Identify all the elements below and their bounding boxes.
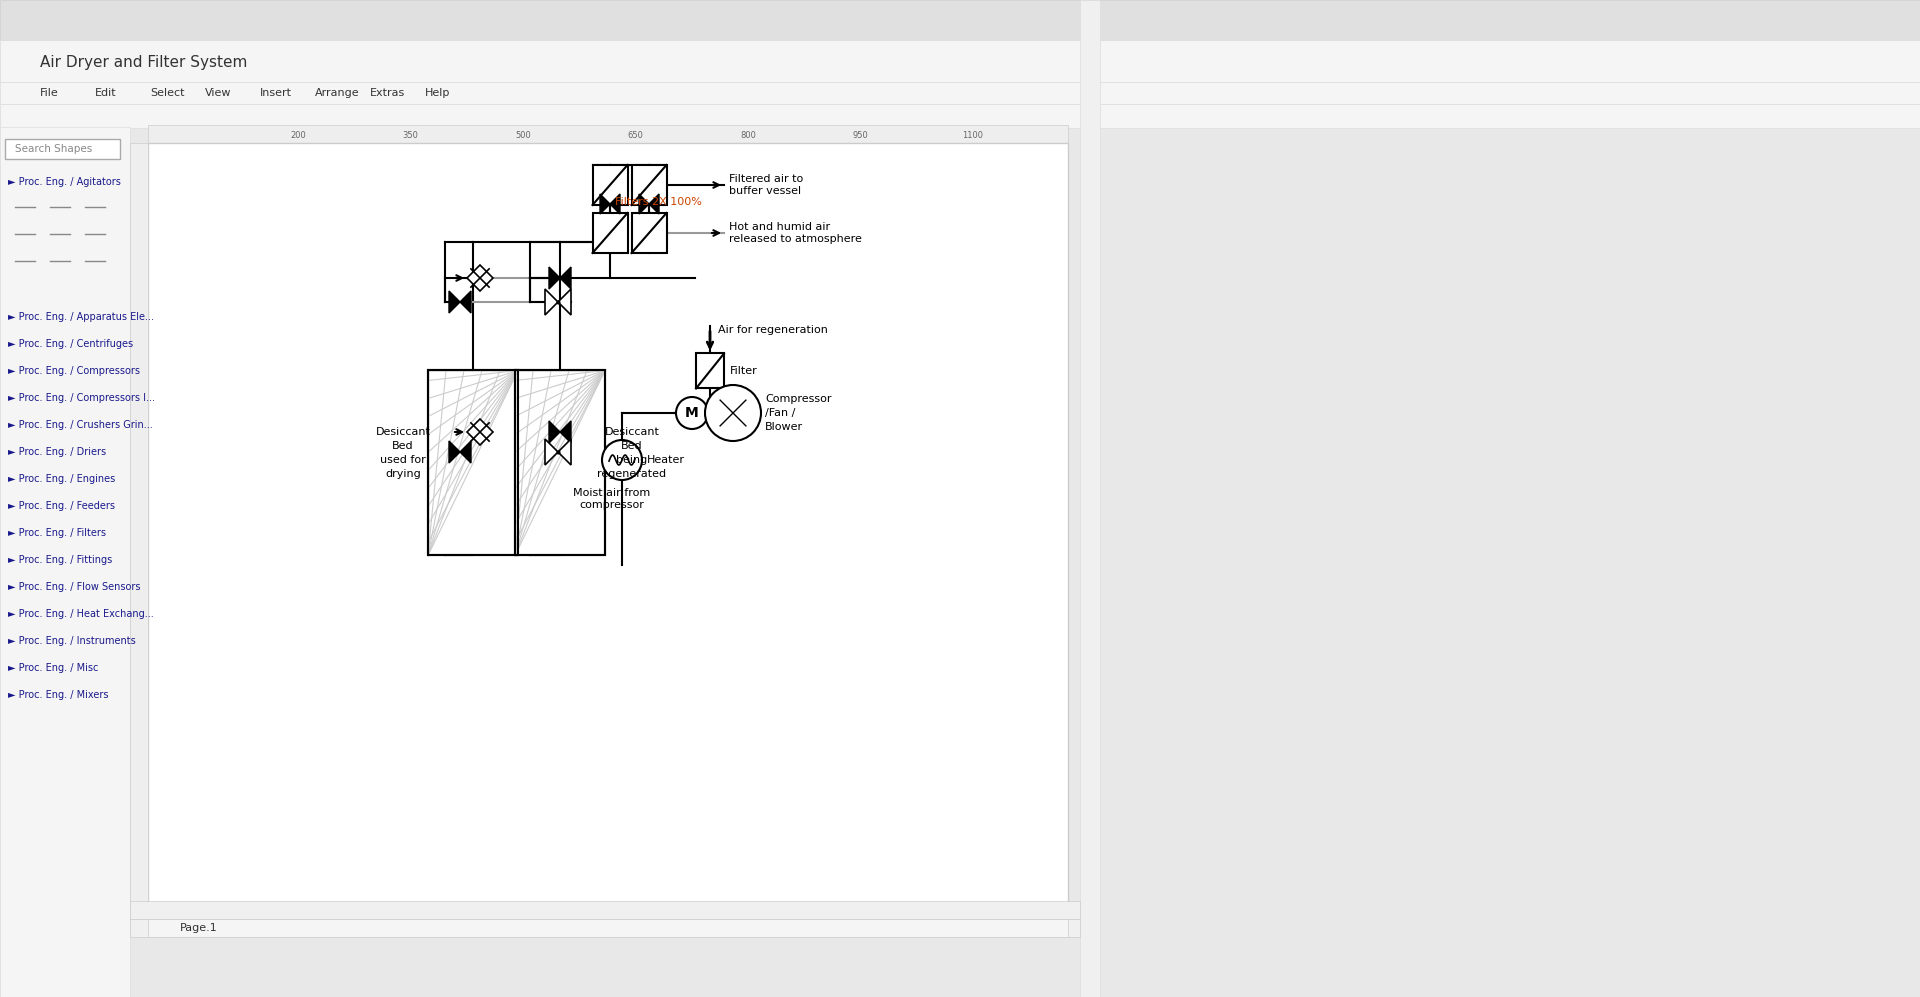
Text: Hot and humid air
released to atmosphere: Hot and humid air released to atmosphere <box>730 222 862 244</box>
Text: Extras: Extras <box>371 88 405 98</box>
Text: ► Proc. Eng. / Filters: ► Proc. Eng. / Filters <box>8 528 106 538</box>
Text: Compressor
/Fan /
Blower: Compressor /Fan / Blower <box>764 394 831 432</box>
Text: Desiccant
Bed
being
regenerated: Desiccant Bed being regenerated <box>597 427 666 479</box>
Text: ► Proc. Eng. / Fittings: ► Proc. Eng. / Fittings <box>8 555 111 565</box>
Polygon shape <box>549 421 561 443</box>
Text: ► Proc. Eng. / Compressors: ► Proc. Eng. / Compressors <box>8 366 140 376</box>
Text: File: File <box>40 88 60 98</box>
Bar <box>428 371 518 555</box>
Polygon shape <box>599 194 611 214</box>
Polygon shape <box>545 289 559 315</box>
Text: ► Proc. Eng. / Compressors I...: ► Proc. Eng. / Compressors I... <box>8 393 156 403</box>
Text: Heater: Heater <box>647 455 685 465</box>
Bar <box>0 104 1920 128</box>
Bar <box>0 0 1920 40</box>
Text: 650: 650 <box>628 132 643 141</box>
Bar <box>695 354 724 389</box>
Bar <box>593 213 628 253</box>
Polygon shape <box>561 267 570 289</box>
Bar <box>428 371 518 555</box>
Text: ► Proc. Eng. / Instruments: ► Proc. Eng. / Instruments <box>8 636 136 646</box>
Circle shape <box>603 440 641 480</box>
Text: Insert: Insert <box>259 88 292 98</box>
Bar <box>0 0 1920 40</box>
Bar <box>515 371 605 555</box>
Text: 1100: 1100 <box>962 132 983 141</box>
Polygon shape <box>639 194 649 214</box>
Polygon shape <box>449 441 461 463</box>
Polygon shape <box>449 291 461 313</box>
Polygon shape <box>545 439 559 465</box>
Bar <box>0 40 1920 82</box>
Text: 200: 200 <box>290 132 305 141</box>
Text: Select: Select <box>150 88 184 98</box>
Polygon shape <box>559 289 570 315</box>
Text: Arrange: Arrange <box>315 88 359 98</box>
Text: ► Proc. Eng. / Centrifuges: ► Proc. Eng. / Centrifuges <box>8 339 132 349</box>
Bar <box>0 82 1920 104</box>
Text: Page.1: Page.1 <box>180 923 217 933</box>
Text: ► Proc. Eng. / Crushers Grin...: ► Proc. Eng. / Crushers Grin... <box>8 420 154 430</box>
Bar <box>148 125 1068 143</box>
Bar <box>131 919 1079 937</box>
Text: Filtered air to
buffer vessel: Filtered air to buffer vessel <box>730 174 803 195</box>
Text: Filters 2X 100%: Filters 2X 100% <box>614 197 703 207</box>
Text: 800: 800 <box>739 132 756 141</box>
Text: 500: 500 <box>515 132 530 141</box>
Polygon shape <box>467 419 493 445</box>
Circle shape <box>705 385 760 441</box>
Text: ► Proc. Eng. / Heat Exchang...: ► Proc. Eng. / Heat Exchang... <box>8 609 154 619</box>
Text: 350: 350 <box>403 132 419 141</box>
Circle shape <box>676 397 708 429</box>
Text: Search Shapes: Search Shapes <box>15 144 92 154</box>
Polygon shape <box>549 267 561 289</box>
Bar <box>6 139 119 159</box>
Text: Air Dryer and Filter System: Air Dryer and Filter System <box>40 56 248 71</box>
Bar <box>632 213 666 253</box>
Polygon shape <box>461 441 470 463</box>
Bar <box>0 127 131 997</box>
Bar <box>593 165 628 205</box>
Text: ► Proc. Eng. / Misc: ► Proc. Eng. / Misc <box>8 663 98 673</box>
Bar <box>148 919 1068 937</box>
Polygon shape <box>461 291 470 313</box>
Text: ► Proc. Eng. / Agitators: ► Proc. Eng. / Agitators <box>8 177 121 187</box>
Text: Moist air from
compressor: Moist air from compressor <box>574 488 651 509</box>
Text: Filter: Filter <box>730 366 758 376</box>
Text: Desiccant
Bed
used for
drying: Desiccant Bed used for drying <box>376 427 430 479</box>
Text: ► Proc. Eng. / Driers: ► Proc. Eng. / Driers <box>8 447 106 457</box>
Text: View: View <box>205 88 232 98</box>
Bar <box>515 371 605 555</box>
Text: ► Proc. Eng. / Engines: ► Proc. Eng. / Engines <box>8 474 115 484</box>
Polygon shape <box>611 194 620 214</box>
Text: 950: 950 <box>852 132 868 141</box>
Bar <box>148 143 1068 919</box>
Text: Help: Help <box>424 88 451 98</box>
Text: ► Proc. Eng. / Mixers: ► Proc. Eng. / Mixers <box>8 690 109 700</box>
Text: Edit: Edit <box>94 88 117 98</box>
Bar <box>632 165 666 205</box>
Bar <box>1079 0 1100 997</box>
Polygon shape <box>561 421 570 443</box>
Polygon shape <box>467 265 493 291</box>
Text: Air for regeneration: Air for regeneration <box>718 325 828 335</box>
Text: ► Proc. Eng. / Apparatus Ele...: ► Proc. Eng. / Apparatus Ele... <box>8 312 154 322</box>
Bar <box>131 143 148 919</box>
Polygon shape <box>559 439 570 465</box>
Text: ► Proc. Eng. / Flow Sensors: ► Proc. Eng. / Flow Sensors <box>8 582 140 592</box>
Polygon shape <box>649 194 659 214</box>
Text: ► Proc. Eng. / Feeders: ► Proc. Eng. / Feeders <box>8 501 115 511</box>
Text: M: M <box>685 406 699 420</box>
Bar <box>131 901 1079 919</box>
